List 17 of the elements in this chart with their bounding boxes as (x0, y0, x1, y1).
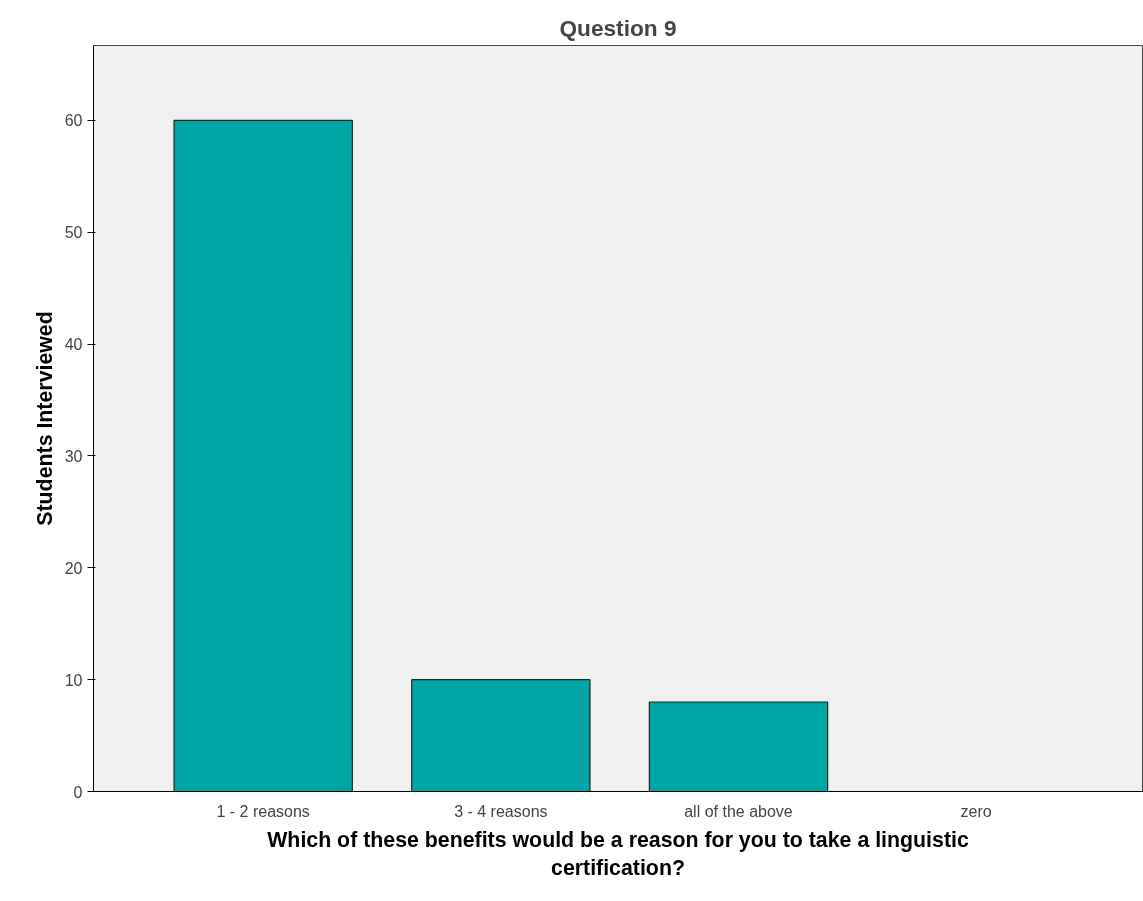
x-tick-label: all of the above (684, 802, 793, 820)
chart-title: Question 9 (559, 14, 677, 41)
y-tick-label: 10 (64, 671, 83, 689)
bar (411, 679, 591, 792)
x-tick-label: zero (960, 802, 992, 820)
y-tick-label: 30 (64, 447, 83, 465)
y-tick-label: 60 (64, 112, 83, 130)
bar (648, 701, 829, 792)
x-tick-label: 1 - 2 reasons (216, 802, 310, 820)
x-tick-label: 3 - 4 reasons (454, 802, 548, 820)
y-tick-label: 0 (73, 783, 83, 801)
y-tick-label: 20 (64, 559, 83, 577)
bar (173, 119, 353, 792)
x-axis-title: Which of these benefits would be a reason for you to take a linguistic certification? (267, 827, 969, 881)
y-axis-title: Students Interviewed (32, 311, 57, 526)
y-tick-label: 50 (64, 224, 83, 242)
y-tick-label: 40 (64, 336, 83, 354)
